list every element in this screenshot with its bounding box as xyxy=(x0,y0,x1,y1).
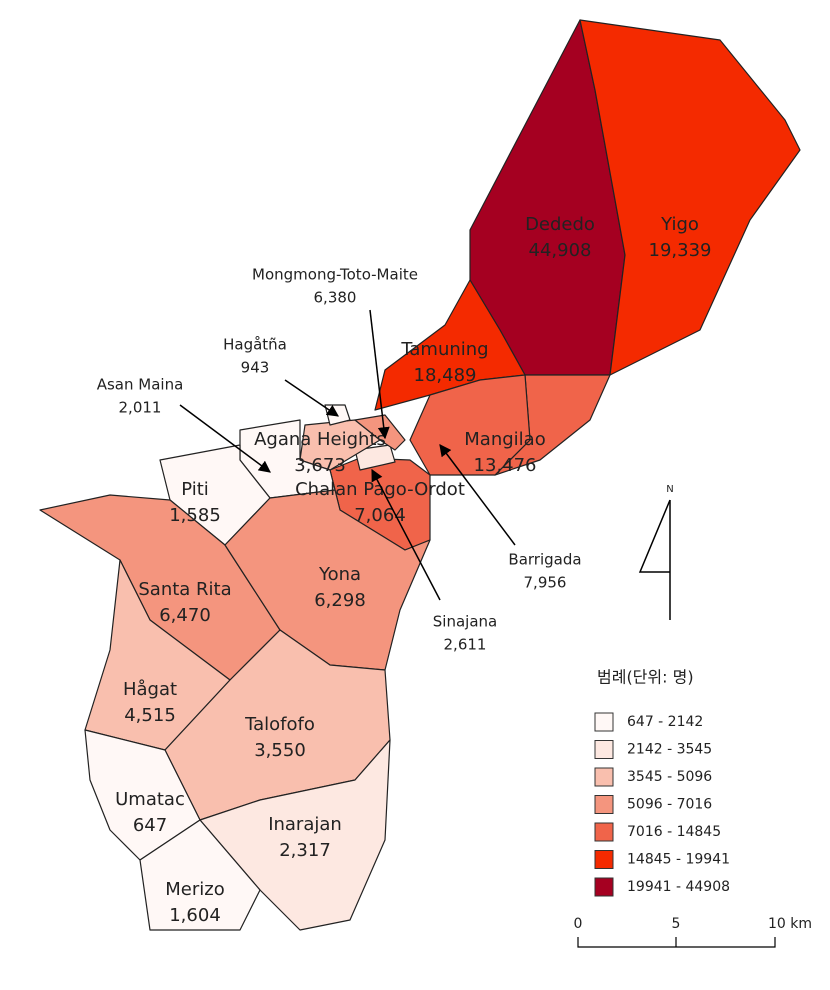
region-population: 13,476 xyxy=(474,455,537,476)
region-population: 1,604 xyxy=(169,905,221,926)
region-population: 2,011 xyxy=(119,399,162,417)
region xyxy=(139,819,261,931)
region-population: 6,470 xyxy=(159,605,211,626)
region-name: Santa Rita xyxy=(138,579,231,600)
region xyxy=(579,19,801,376)
scale-bar: 0 5 10 km xyxy=(574,916,812,948)
region-population: 2,611 xyxy=(444,636,487,654)
region-population: 7,956 xyxy=(524,574,567,592)
region-name: Chalan Pago-Ordot xyxy=(295,479,465,500)
callout-arrow xyxy=(439,444,516,546)
region-name: Hagåtña xyxy=(223,336,287,354)
region-population: 7,064 xyxy=(354,505,406,526)
region-population: 4,515 xyxy=(124,705,176,726)
north-arrow: N xyxy=(638,484,674,620)
legend-swatch xyxy=(594,767,614,787)
region-population: 2,317 xyxy=(279,840,331,861)
region xyxy=(354,444,396,471)
region-name: Asan Maina xyxy=(97,376,184,394)
north-label: N xyxy=(666,484,673,495)
legend-label: 5096 - 7016 xyxy=(627,797,712,813)
legend-swatch xyxy=(594,877,614,897)
scale-label: 10 km xyxy=(768,916,812,932)
region-name: Sinajana xyxy=(433,613,497,631)
region-name: Piti xyxy=(181,479,209,500)
region-name: Agana Heights xyxy=(254,429,386,450)
region-name: Barrigada xyxy=(508,551,581,569)
legend-label: 19941 - 44908 xyxy=(627,879,730,895)
region xyxy=(199,739,391,931)
scale-label: 0 xyxy=(574,916,583,932)
scale-label: 5 xyxy=(672,916,681,932)
callout-arrow xyxy=(369,309,390,440)
legend-label: 3545 - 5096 xyxy=(627,769,712,785)
legend-swatch xyxy=(594,822,614,842)
callout-arrow xyxy=(284,379,339,417)
legend-label: 7016 - 14845 xyxy=(627,824,721,840)
region-population: 6,380 xyxy=(314,289,357,307)
region-name: Dededo xyxy=(525,214,595,235)
region-name: Inarajan xyxy=(268,814,342,835)
region-population: 1,585 xyxy=(169,505,221,526)
region-name: Yigo xyxy=(660,214,699,235)
region-name: Merizo xyxy=(165,879,224,900)
labels: Dededo 44,908 Yigo 19,339 Tamuning 18,489 Mang… xyxy=(97,214,712,926)
callout-arrow xyxy=(371,468,441,601)
callout-arrow xyxy=(179,404,271,473)
legend-title: 범례(단위: 명) xyxy=(597,668,694,687)
region-name: Tamuning xyxy=(400,339,488,360)
region-name: Yona xyxy=(318,564,361,585)
legend-label: 2142 - 3545 xyxy=(627,742,712,758)
region-population: 943 xyxy=(241,359,270,377)
region-name: Mangilao xyxy=(464,429,545,450)
region xyxy=(224,489,431,671)
legend-swatch xyxy=(594,712,614,732)
legend-swatch xyxy=(594,795,614,814)
region-population: 6,298 xyxy=(314,590,366,611)
legend-label: 14845 - 19941 xyxy=(627,852,730,868)
region-population: 44,908 xyxy=(529,240,592,261)
region-name: Mongmong-Toto-Maite xyxy=(252,266,418,284)
region-name: Talofofo xyxy=(244,714,315,735)
region-population: 3,550 xyxy=(254,740,306,761)
legend-swatch xyxy=(594,740,614,759)
region-population: 3,673 xyxy=(294,455,346,476)
legend-swatch xyxy=(594,850,614,869)
region-population: 647 xyxy=(133,815,167,836)
legend-label: 647 - 2142 xyxy=(627,714,703,730)
region-name: Hågat xyxy=(123,679,177,700)
legend: 647 - 2142 2142 - 3545 3545 - 5096 5096 - 7… xyxy=(594,712,730,897)
region-name: Umatac xyxy=(115,789,185,810)
region-population: 19,339 xyxy=(649,240,712,261)
region-population: 18,489 xyxy=(414,365,477,386)
